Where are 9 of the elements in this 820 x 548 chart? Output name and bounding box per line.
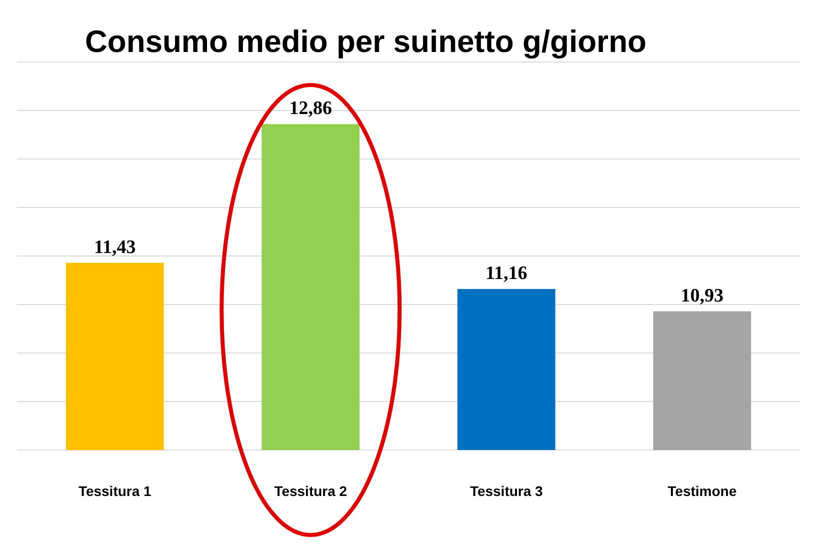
x-tick-label: Tessitura 2 bbox=[274, 482, 348, 499]
data-label: 11,43 bbox=[94, 236, 136, 258]
data-label: 10,93 bbox=[680, 285, 724, 306]
x-tick-label: Tessitura 1 bbox=[78, 482, 152, 499]
x-tick-label: Testimone bbox=[668, 482, 737, 499]
x-tick-label: Tessitura 3 bbox=[470, 482, 544, 499]
data-label: 11,16 bbox=[486, 262, 528, 284]
data-label: 12,86 bbox=[289, 98, 332, 120]
chart-title: Consumo medio per suinetto g/giorno bbox=[85, 24, 646, 59]
